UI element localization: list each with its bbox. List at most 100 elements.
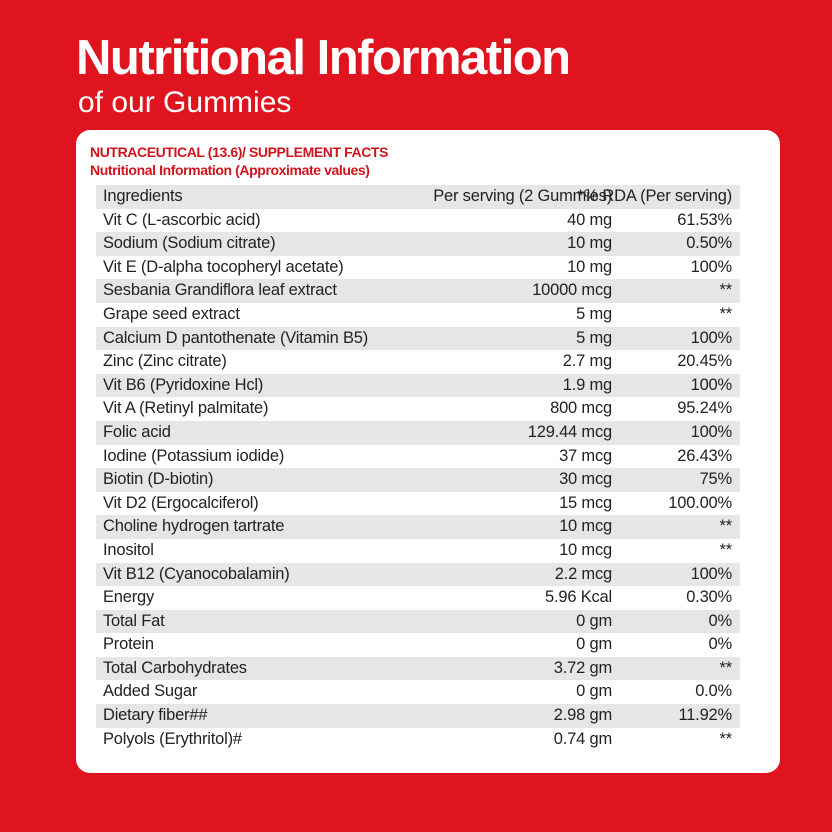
- card: NUTRACEUTICAL (13.6)/ SUPPLEMENT FACTS N…: [76, 130, 780, 773]
- table-row-cell: Choline hydrogen tartrate: [103, 517, 285, 536]
- table-row-cell: 2.2 mcg: [554, 564, 612, 583]
- table-row: Grape seed extract 5 mg **: [96, 303, 740, 327]
- table-row-cell: 0 gm: [576, 635, 612, 654]
- table-row: Vit D2 (Ergocalciferol) 15 mcg 100.00%: [96, 492, 740, 516]
- table-row-cell: 40 mg: [567, 210, 612, 229]
- table-row-cell: 0%: [708, 635, 733, 654]
- table-row: Vit B6 (Pyridoxine Hcl) 1.9 mg 100%: [96, 373, 740, 398]
- card-heading: Nutritional Information (Approximate val…: [90, 162, 370, 178]
- subtitle: of our Gummies: [78, 86, 292, 119]
- table-row-cell: Biotin (D-biotin): [103, 470, 214, 489]
- table-row: Vit E (D-alpha tocopheryl acetate) 10 mg 1…: [96, 256, 740, 280]
- table-row-cell: Protein: [103, 635, 154, 654]
- table-row-cell: **: [719, 540, 733, 559]
- table-row-cell: **: [719, 658, 733, 677]
- table-row-cell: 10000 mcg: [532, 281, 612, 300]
- table-row-cell: 0 gm: [576, 682, 612, 701]
- table-row-cell: Vit B12 (Cyanocobalamin): [103, 564, 290, 583]
- table-row-cell: 100%: [690, 328, 733, 347]
- table-row-cell: Sodium (Sodium citrate): [103, 234, 276, 253]
- table-row-cell: Iodine (Potassium iodide): [103, 446, 285, 465]
- table-row: Sodium (Sodium citrate) 10 mg 0.50%: [96, 232, 740, 256]
- table-row-cell: **: [719, 304, 733, 323]
- table-row-cell: Calcium D pantothenate (Vitamin B5): [103, 328, 369, 347]
- table-row: Total Fat 0 gm 0%: [96, 609, 740, 634]
- table-row-cell: 100.00%: [668, 493, 732, 512]
- table-row-cell: 0.50%: [686, 234, 732, 253]
- table-row-cell: 2.98 gm: [553, 706, 612, 725]
- table-row-cell: 100%: [690, 422, 733, 441]
- table-row-cell: 0.74 gm: [553, 729, 612, 748]
- table-row: Energy 5.96 Kcal 0.30%: [96, 586, 740, 610]
- table-row: Folic acid 129.44 mcg 100%: [96, 420, 740, 445]
- table-row-cell: 10 mg: [567, 257, 612, 276]
- table-row-cell: Inositol: [103, 540, 154, 559]
- table-row-cell: **: [719, 729, 733, 748]
- table-row: Vit B12 (Cyanocobalamin) 2.2 mcg 100%: [96, 562, 740, 587]
- table-row: Vit A (Retinyl palmitate) 800 mcg 95.24%: [96, 397, 740, 421]
- table-row-cell: Vit C (L-ascorbic acid): [103, 210, 261, 229]
- table-row-cell: 100%: [690, 257, 733, 276]
- table-row: Choline hydrogen tartrate 10 mcg **: [96, 515, 740, 539]
- table-row: Total Carbohydrates 3.72 gm **: [96, 656, 740, 681]
- table-row-cell: Zinc (Zinc citrate): [103, 352, 227, 371]
- table-row-cell: 100%: [690, 564, 733, 583]
- table-row-cell: Vit B6 (Pyridoxine Hcl): [103, 375, 264, 394]
- table-row-cell: Vit E (D-alpha tocopheryl acetate): [103, 257, 344, 276]
- table-row-cell: 10 mg: [567, 234, 612, 253]
- table-row-cell: 800 mcg: [550, 399, 612, 418]
- table-row-cell: 3.72 gm: [553, 658, 612, 677]
- table-row-cell: Total Carbohydrates: [103, 658, 247, 677]
- table-row-cell: Vit D2 (Ergocalciferol): [103, 493, 259, 512]
- table-row-cell: 0.30%: [686, 588, 732, 607]
- table-row-cell: 37 mcg: [559, 446, 612, 465]
- table-row-cell: Grape seed extract: [103, 304, 240, 323]
- table-row-cell: 15 mcg: [559, 493, 612, 512]
- header-row-cell: *% RDA (Per serving): [577, 187, 732, 205]
- table-row-cell: 5.96 Kcal: [545, 588, 612, 607]
- table-row: Dietary fiber## 2.98 gm 11.92%: [96, 704, 740, 728]
- table-row-cell: 100%: [690, 375, 733, 394]
- table-row-cell: 5 mg: [576, 304, 612, 323]
- table-row-cell: 0.0%: [695, 682, 732, 701]
- table-row-cell: Sesbania Grandiflora leaf extract: [103, 281, 337, 300]
- table-row-cell: 10 mcg: [559, 540, 612, 559]
- table-row-cell: 0 gm: [576, 611, 612, 630]
- table-row-cell: Added Sugar: [103, 682, 198, 701]
- table-row-cell: 30 mcg: [559, 470, 612, 489]
- table-row: Added Sugar 0 gm 0.0%: [96, 680, 740, 704]
- table-row-cell: Polyols (Erythritol)#: [103, 729, 242, 748]
- table-row: Vit C (L-ascorbic acid) 40 mg 61.53%: [96, 209, 740, 233]
- table-row-cell: **: [719, 281, 733, 300]
- table-row-cell: Total Fat: [103, 611, 165, 630]
- table-row-cell: 11.92%: [678, 706, 732, 725]
- table-row: Biotin (D-biotin) 30 mcg 75%: [96, 468, 740, 492]
- table: Ingredients Per serving (2 Gummies) *% RDA…: [96, 185, 740, 751]
- header-row-cell: Ingredients: [103, 187, 183, 205]
- table-row: Sesbania Grandiflora leaf extract 10000 m…: [96, 279, 740, 303]
- table-row: Zinc (Zinc citrate) 2.7 mg 20.45%: [96, 350, 740, 374]
- table-row-cell: 2.7 mg: [562, 352, 612, 371]
- header-row-cell: Per serving (2 Gummies): [433, 187, 612, 205]
- table-row-cell: 129.44 mcg: [527, 422, 612, 441]
- table-row: Polyols (Erythritol)# 0.74 gm **: [96, 728, 740, 752]
- table-row-cell: 20.45%: [677, 352, 732, 371]
- table-row-cell: Dietary fiber##: [103, 706, 208, 725]
- card-heading: NUTRACEUTICAL (13.6)/ SUPPLEMENT FACTS: [90, 144, 389, 160]
- table-row-cell: 95.24%: [677, 399, 732, 418]
- header-row: Ingredients Per serving (2 Gummies) *% RDA…: [96, 185, 740, 209]
- table-row-cell: 75%: [699, 470, 733, 489]
- table-row-cell: 5 mg: [576, 328, 612, 347]
- table-row-cell: **: [719, 517, 733, 536]
- table-row: Inositol 10 mcg **: [96, 539, 740, 563]
- table-row: Protein 0 gm 0%: [96, 633, 740, 657]
- table-row-cell: Energy: [103, 588, 155, 607]
- table-row-cell: 61.53%: [677, 210, 732, 229]
- table-row-cell: 26.43%: [677, 446, 732, 465]
- table-row: Iodine (Potassium iodide) 37 mcg 26.43%: [96, 445, 740, 469]
- table-row-cell: 1.9 mg: [562, 375, 612, 394]
- table-row-cell: Folic acid: [103, 422, 171, 441]
- table-row-cell: 0%: [708, 611, 733, 630]
- title: Nutritional Information: [76, 31, 571, 85]
